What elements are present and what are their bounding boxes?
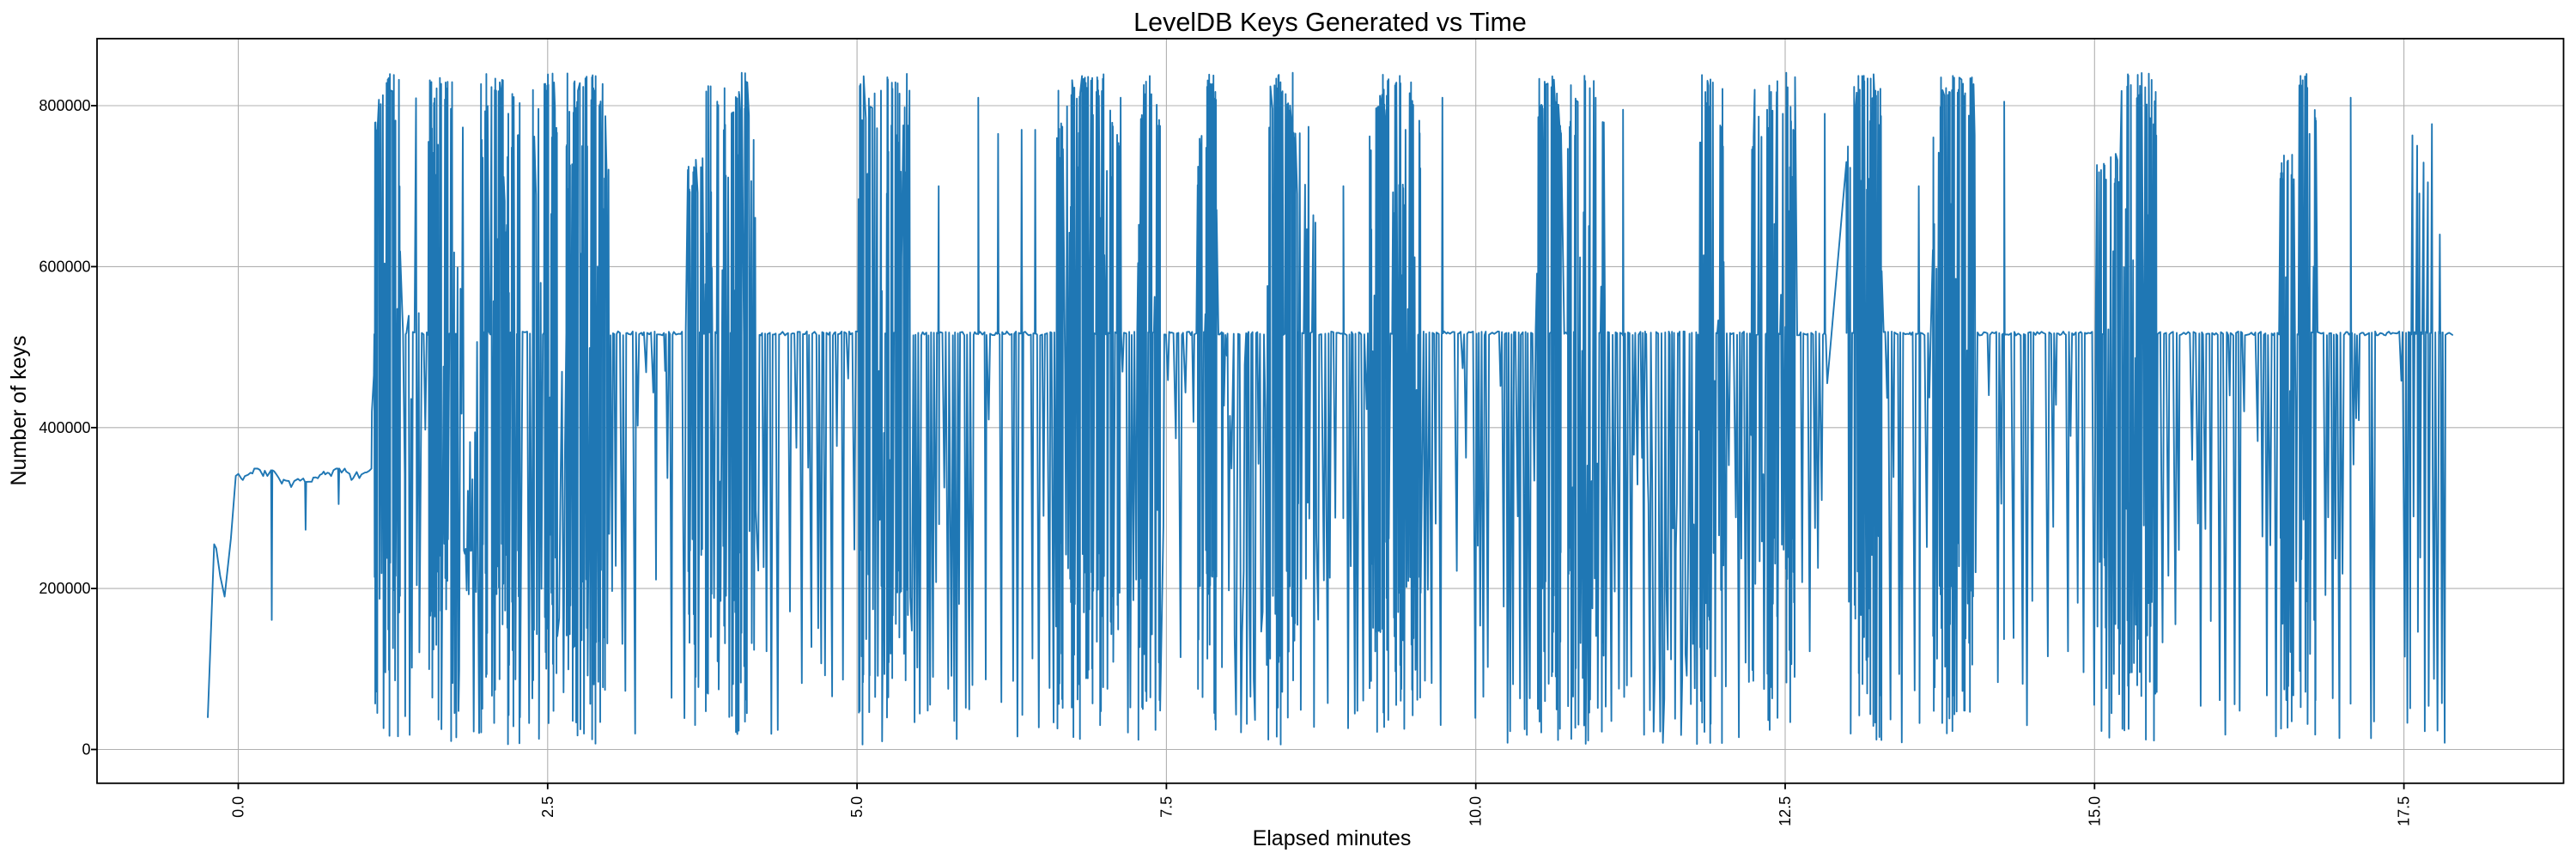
svg-text:LevelDB Keys Generated vs Time: LevelDB Keys Generated vs Time [1133,8,1527,37]
svg-text:10.0: 10.0 [1467,796,1485,826]
svg-text:Elapsed minutes: Elapsed minutes [1253,826,1412,850]
svg-text:800000: 800000 [39,97,90,114]
svg-text:12.5: 12.5 [1777,796,1794,826]
svg-text:15.0: 15.0 [2086,796,2103,826]
svg-text:0: 0 [82,741,90,758]
svg-text:17.5: 17.5 [2396,796,2413,826]
svg-text:2.5: 2.5 [539,796,556,818]
svg-text:600000: 600000 [39,258,90,275]
svg-text:0.0: 0.0 [230,796,247,818]
svg-text:7.5: 7.5 [1157,796,1175,818]
svg-text:200000: 200000 [39,580,90,597]
svg-text:Number of keys: Number of keys [7,335,31,485]
svg-text:5.0: 5.0 [848,796,866,818]
svg-text:400000: 400000 [39,419,90,436]
